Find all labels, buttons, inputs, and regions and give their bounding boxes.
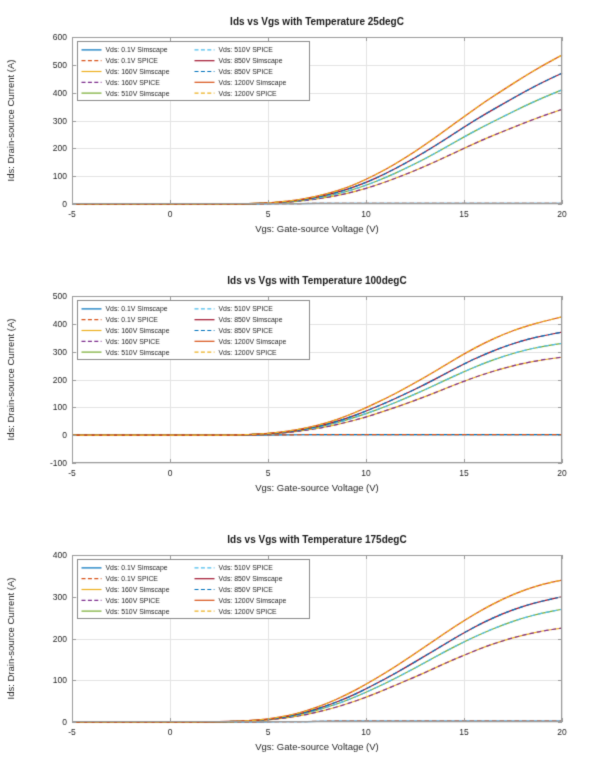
- chart-ids-vgs-175degC: [0, 519, 600, 778]
- chart-ids-vgs-100degC: [0, 260, 600, 519]
- chart-canvas-25degC: [0, 1, 600, 260]
- chart-canvas-100degC: [0, 260, 600, 519]
- chart-ids-vgs-25degC: [0, 1, 600, 260]
- chart-canvas-175degC: [0, 519, 600, 778]
